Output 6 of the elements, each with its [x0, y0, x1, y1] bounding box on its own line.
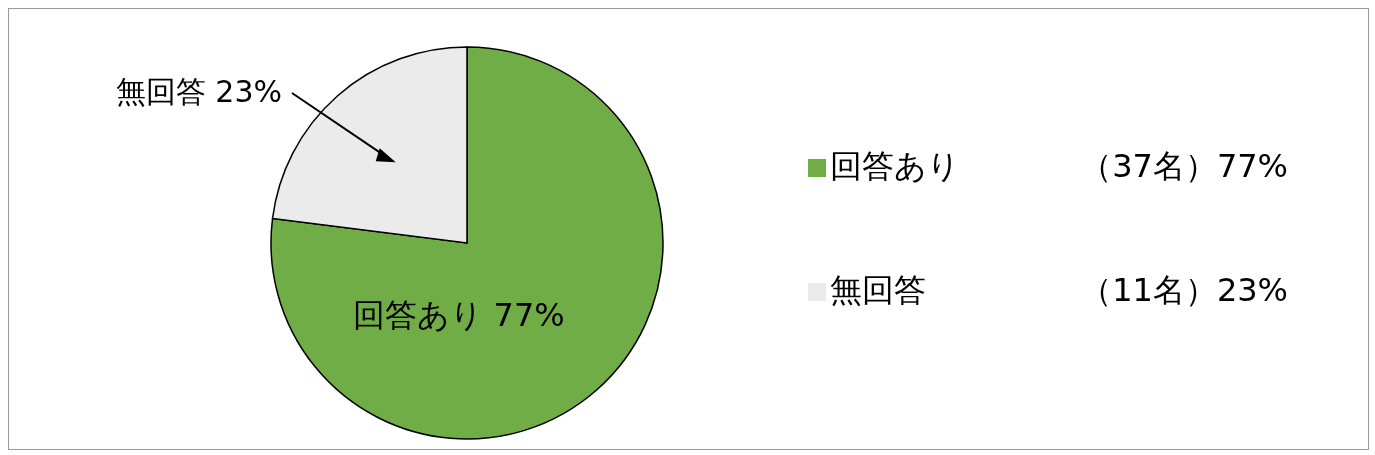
text: （11名）23%	[1080, 271, 1288, 309]
data-label: 回答あり 77%	[353, 296, 565, 335]
text: （37名）77%	[1080, 147, 1288, 185]
legend-label: 無回答	[830, 270, 928, 311]
legend-label: 回答あり	[830, 146, 962, 187]
data-label: 無回答 23%	[115, 73, 282, 109]
